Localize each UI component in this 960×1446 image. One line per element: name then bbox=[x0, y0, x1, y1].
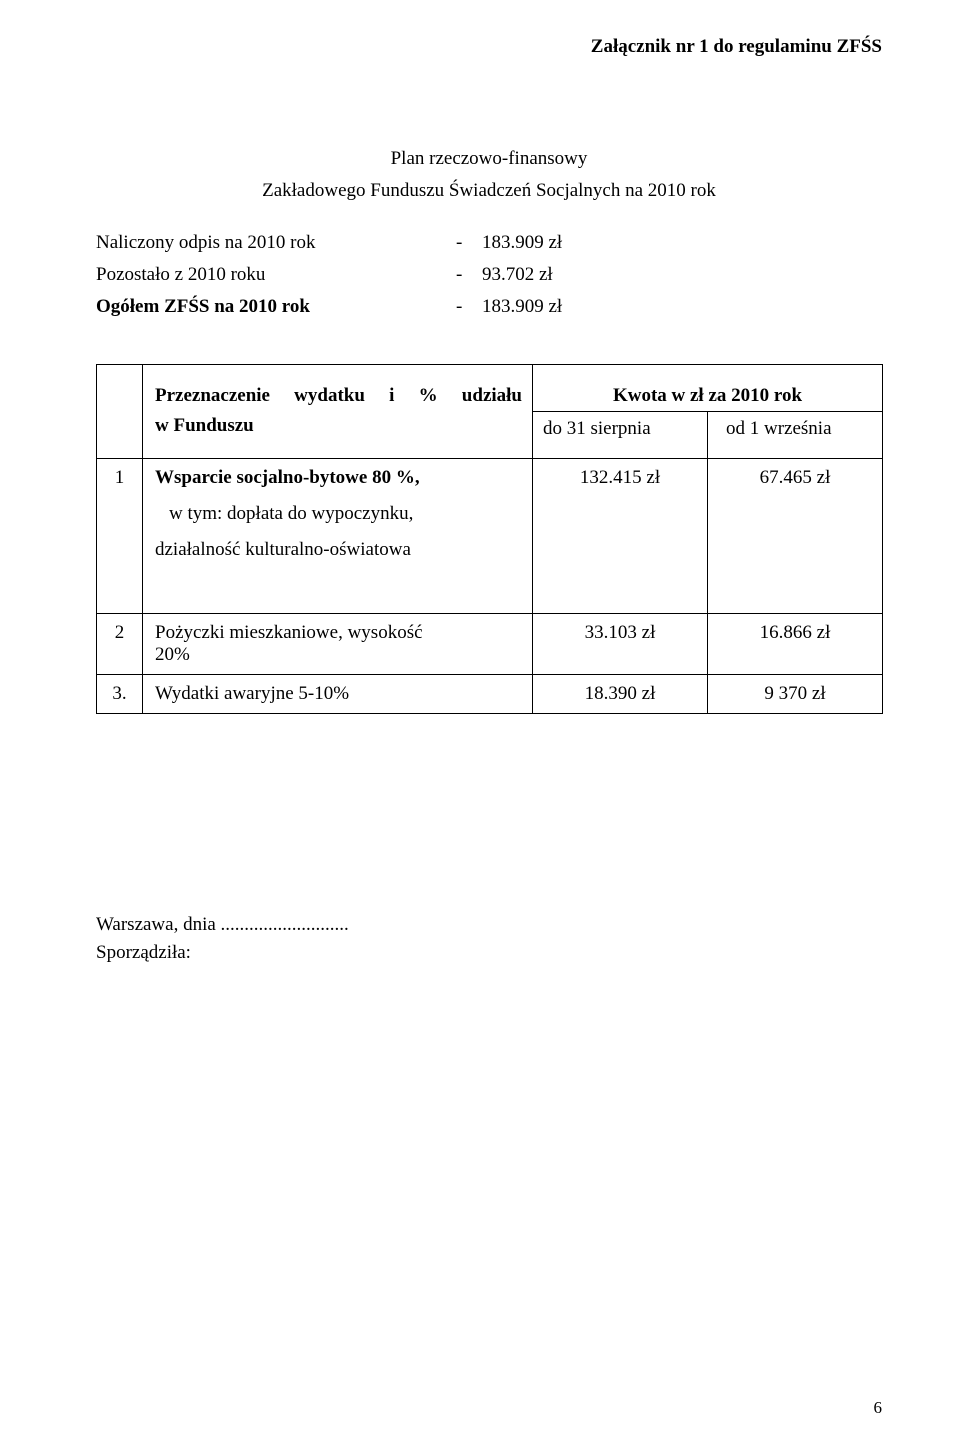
row-value-a: 132.415 zł bbox=[533, 459, 708, 614]
finance-row: Pozostało z 2010 roku - 93.702 zł bbox=[96, 264, 882, 286]
finance-value: 183.909 zł bbox=[482, 232, 562, 254]
table-header-desc-line2: w Funduszu bbox=[155, 415, 522, 437]
table-header-desc: Przeznaczenie wydatku i % udziału w Fund… bbox=[143, 365, 533, 459]
finance-dash: - bbox=[456, 296, 482, 318]
finance-value: 183.909 zł bbox=[482, 296, 562, 318]
row-value-a: 18.390 zł bbox=[533, 675, 708, 714]
row-number: 3. bbox=[97, 675, 143, 714]
budget-table: Przeznaczenie wydatku i % udziału w Fund… bbox=[96, 364, 883, 714]
finance-label: Pozostało z 2010 roku bbox=[96, 264, 456, 286]
table-header-empty bbox=[97, 365, 143, 459]
row-desc-sub2: działalność kulturalno-oświatowa bbox=[155, 539, 520, 561]
finance-dash: - bbox=[456, 232, 482, 254]
row-desc-line2: 20% bbox=[155, 644, 520, 666]
table-header-row: Przeznaczenie wydatku i % udziału w Fund… bbox=[97, 365, 883, 412]
finance-row: Naliczony odpis na 2010 rok - 183.909 zł bbox=[96, 232, 882, 254]
table-row: 2 Pożyczki mieszkaniowe, wysokość 20% 33… bbox=[97, 614, 883, 675]
footer: Warszawa, dnia .........................… bbox=[96, 914, 882, 964]
footer-author-line: Sporządziła: bbox=[96, 942, 882, 964]
row-desc: Pożyczki mieszkaniowe, wysokość 20% bbox=[143, 614, 533, 675]
row-value-b: 67.465 zł bbox=[708, 459, 883, 614]
finance-dash: - bbox=[456, 264, 482, 286]
title-line-2: Zakładowego Funduszu Świadczeń Socjalnyc… bbox=[96, 180, 882, 202]
attachment-header: Załącznik nr 1 do regulaminu ZFŚS bbox=[96, 36, 882, 58]
footer-date-line: Warszawa, dnia .........................… bbox=[96, 914, 882, 936]
finance-row: Ogółem ZFŚS na 2010 rok - 183.909 zł bbox=[96, 296, 882, 318]
row-desc: Wsparcie socjalno-bytowe 80 %, w tym: do… bbox=[143, 459, 533, 614]
title-line-1: Plan rzeczowo-finansowy bbox=[96, 148, 882, 170]
row-value-b: 16.866 zł bbox=[708, 614, 883, 675]
table-header-kwota: Kwota w zł za 2010 rok bbox=[533, 365, 883, 412]
finance-value: 93.702 zł bbox=[482, 264, 553, 286]
row-value-a: 33.103 zł bbox=[533, 614, 708, 675]
page-number: 6 bbox=[874, 1398, 883, 1418]
table-header-desc-line1: Przeznaczenie wydatku i % udziału bbox=[155, 385, 522, 406]
row-number: 1 bbox=[97, 459, 143, 614]
row-desc: Wydatki awaryjne 5-10% bbox=[143, 675, 533, 714]
table-subheader-a: do 31 sierpnia bbox=[533, 412, 708, 459]
finance-label: Ogółem ZFŚS na 2010 rok bbox=[96, 296, 456, 318]
row-desc-bold: Wsparcie socjalno-bytowe 80 %, bbox=[155, 467, 420, 488]
table-row: 3. Wydatki awaryjne 5-10% 18.390 zł 9 37… bbox=[97, 675, 883, 714]
table-row: 1 Wsparcie socjalno-bytowe 80 %, w tym: … bbox=[97, 459, 883, 614]
row-desc-line1: Pożyczki mieszkaniowe, wysokość bbox=[155, 622, 520, 644]
finance-label: Naliczony odpis na 2010 rok bbox=[96, 232, 456, 254]
row-desc-sub1: w tym: dopłata do wypoczynku, bbox=[155, 503, 520, 525]
row-desc-line1: Wydatki awaryjne 5-10% bbox=[155, 683, 520, 705]
table-subheader-b: od 1 września bbox=[708, 412, 883, 459]
page: Załącznik nr 1 do regulaminu ZFŚS Plan r… bbox=[0, 0, 960, 1446]
row-value-b: 9 370 zł bbox=[708, 675, 883, 714]
finance-summary: Naliczony odpis na 2010 rok - 183.909 zł… bbox=[96, 232, 882, 318]
row-number: 2 bbox=[97, 614, 143, 675]
